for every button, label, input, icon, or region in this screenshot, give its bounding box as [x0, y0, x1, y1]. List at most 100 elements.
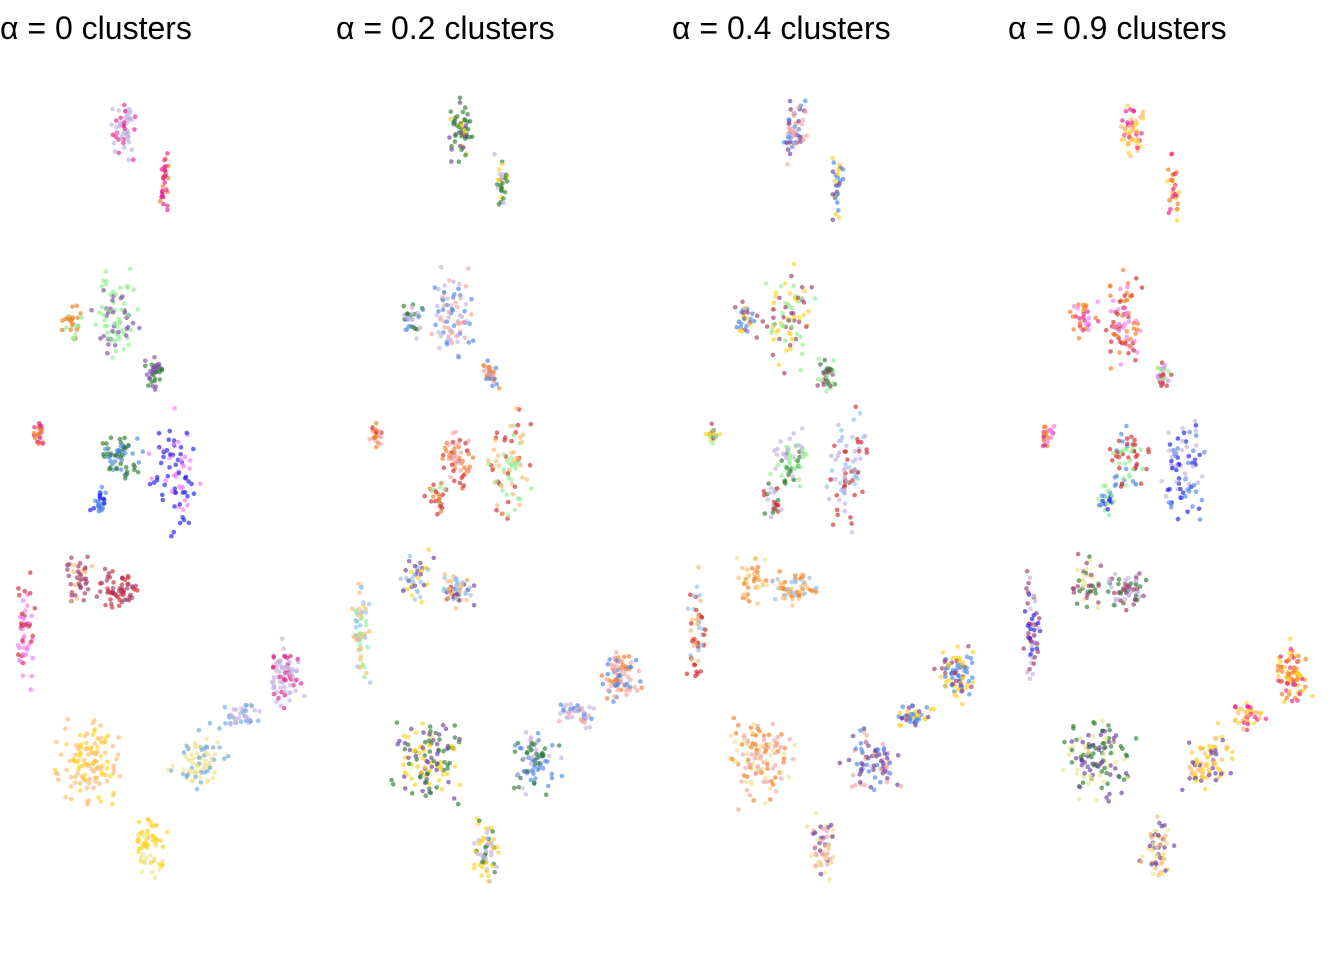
- scatter-point: [1108, 293, 1113, 299]
- scatter-point: [773, 596, 778, 602]
- scatter-point: [762, 749, 768, 755]
- scatter-point: [162, 180, 167, 185]
- scatter-point: [1111, 590, 1117, 596]
- scatter-point: [1202, 751, 1208, 756]
- scatter-point: [1095, 318, 1101, 324]
- scatter-point: [405, 315, 410, 321]
- scatter-point: [741, 310, 746, 316]
- scatter-point: [212, 770, 217, 775]
- scatter-point: [435, 751, 440, 757]
- scatter-point: [142, 840, 148, 846]
- scatter-point: [136, 839, 141, 845]
- scatter-point: [785, 131, 791, 136]
- scatter-point: [146, 451, 152, 457]
- scatter-point: [1124, 753, 1130, 759]
- scatter-point: [878, 766, 883, 772]
- scatter-point: [1099, 785, 1104, 791]
- scatter-point: [1098, 563, 1104, 568]
- scatter-point: [878, 779, 883, 785]
- scatter-point: [1132, 442, 1138, 448]
- scatter-point: [1120, 118, 1125, 123]
- scatter-point: [446, 315, 452, 320]
- scatter-point: [466, 451, 472, 457]
- scatter-point: [463, 284, 469, 289]
- scatter-point: [772, 738, 777, 743]
- scatter-point: [1125, 284, 1130, 290]
- scatter-point: [449, 147, 454, 152]
- scatter-point: [233, 707, 239, 712]
- scatter-point: [420, 745, 426, 751]
- scatter-point: [87, 776, 92, 782]
- scatter-point: [78, 577, 83, 582]
- scatter-point: [471, 603, 477, 608]
- scatter-point: [73, 774, 78, 779]
- scatter-point: [278, 703, 284, 709]
- scatter-point: [1089, 754, 1094, 760]
- scatter-point: [882, 768, 888, 774]
- scatter-point: [433, 489, 439, 495]
- scatter-point: [1031, 661, 1037, 666]
- scatter-point: [1258, 710, 1264, 716]
- scatter-point: [414, 336, 419, 341]
- scatter-point: [1137, 571, 1142, 576]
- scatter-point: [638, 679, 643, 684]
- scatter-point: [101, 288, 106, 293]
- scatter-point: [198, 780, 204, 785]
- scatter-point: [1143, 577, 1149, 583]
- scatter-point: [1195, 480, 1201, 486]
- scatter-point: [959, 701, 965, 707]
- scatter-point: [191, 446, 196, 452]
- scatter-point: [295, 656, 301, 662]
- scatter-point: [447, 586, 452, 591]
- scatter-point: [1117, 461, 1122, 467]
- scatter-point: [828, 477, 833, 482]
- scatter-point: [1202, 786, 1208, 792]
- scatter-point: [512, 507, 518, 513]
- scatter-point: [735, 760, 740, 765]
- scatter-point: [836, 422, 841, 428]
- scatter-point: [835, 453, 841, 459]
- scatter-point: [506, 513, 511, 518]
- scatter-point: [427, 749, 433, 754]
- scatter-point: [298, 681, 304, 686]
- scatter-point: [96, 503, 101, 509]
- scatter-point: [1029, 616, 1035, 622]
- scatter-point: [745, 316, 750, 321]
- scatter-point: [618, 668, 624, 674]
- scatter-point: [103, 490, 108, 496]
- scatter-point: [1034, 641, 1040, 646]
- scatter-point: [1244, 713, 1250, 718]
- scatter-point: [612, 694, 617, 699]
- scatter-point: [493, 365, 499, 371]
- scatter-point: [768, 797, 773, 802]
- scatter-point: [152, 387, 158, 392]
- scatter-point: [1158, 842, 1163, 847]
- scatter-point: [203, 762, 208, 767]
- scatter-point: [353, 608, 359, 614]
- scatter-point: [1043, 424, 1048, 430]
- scatter-point: [75, 315, 80, 321]
- scatter-point: [799, 572, 804, 577]
- scatter-point: [539, 753, 545, 758]
- scatter-point: [758, 756, 763, 761]
- scatter-point: [114, 466, 120, 472]
- scatter-point: [64, 742, 69, 747]
- scatter-point: [791, 113, 796, 118]
- scatter-point: [753, 733, 759, 738]
- scatter-point: [30, 655, 35, 661]
- scatter-point: [509, 461, 515, 467]
- scatter-point: [137, 325, 142, 331]
- scatter-point: [523, 792, 529, 797]
- scatter-point: [775, 734, 781, 740]
- scatter-point: [1117, 299, 1123, 304]
- scatter-point: [794, 331, 800, 337]
- scatter-point: [1047, 427, 1052, 433]
- scatter-point: [1085, 309, 1090, 314]
- scatter-point: [1197, 517, 1203, 522]
- scatter-point: [518, 775, 523, 781]
- scatter-point: [1132, 437, 1137, 443]
- scatter-point: [402, 770, 408, 775]
- scatter-point: [457, 583, 463, 589]
- scatter-point: [78, 744, 84, 750]
- scatter-point: [431, 555, 437, 561]
